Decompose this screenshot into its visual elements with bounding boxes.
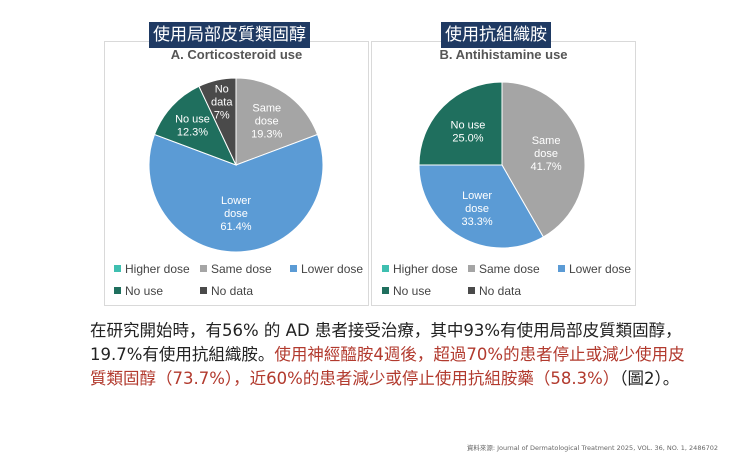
description-paragraph: 在研究開始時，有56% 的 AD 患者接受治療，其中93%有使用局部皮質類固醇，… [90,319,690,391]
description-text: 在研究開始時，有56% 的 AD 患者接受治療，其中93%有使用局部皮質類固醇，… [90,321,682,364]
legend-label: No use [125,284,164,298]
legend-item-no-data: No data [200,284,253,298]
chart-a-title: A. Corticosteroid use [170,47,303,62]
legend-label: Same dose [479,262,540,276]
pie-data-label: Lower dose 61.4% [220,195,251,233]
legend-label: Higher dose [393,262,458,276]
legend-label: No use [393,284,432,298]
legend-item-higher-dose: Higher dose [114,262,190,276]
pie-data-label: No use 25.0% [451,119,486,144]
description-tail: （圖2）。 [619,369,680,388]
legend-swatch [468,287,475,295]
legend-label: Higher dose [125,262,190,276]
legend-item-no-use: No use [114,284,163,298]
legend-swatch [200,265,207,273]
legend-swatch [382,287,389,295]
legend-label: Lower dose [301,262,364,276]
chart-b-title: B. Antihistamine use [439,47,568,62]
description-highlight: 使用神經醯胺4週後，超過70%的患者停止或減少使用皮質類固醇（73.7%），近6… [90,345,685,388]
legend-swatch [200,287,207,295]
legend-swatch [114,265,121,273]
pie-data-label: Lower dose 33.3% [461,190,492,228]
pie-slice-same-dose [235,77,319,166]
pie-slice-no-use [418,81,503,166]
legend-swatch [558,265,565,273]
pie-data-label: No use 12.3% [175,113,210,138]
pie-slice-same-dose [501,81,586,238]
legend-swatch [468,265,475,273]
legend-label: No data [211,284,254,298]
chart-b-chinese-title: 使用抗組織胺 [441,22,551,48]
legend-item-no-data: No data [468,284,521,298]
chart-a-chinese-title: 使用局部皮質類固醇 [149,22,310,48]
legend-swatch [382,265,389,273]
legend-item-lower-dose: Lower dose [290,262,363,276]
legend-item-same-dose: Same dose [200,262,272,276]
legend-item-higher-dose: Higher dose [382,262,458,276]
pie-data-label: Same dose 19.3% [251,103,282,141]
legend-label: Lower dose [569,262,632,276]
legend-item-no-use: No use [382,284,431,298]
pie-slice-lower-dose [148,133,324,253]
legend-swatch [290,265,297,273]
legend-swatch [114,287,121,295]
source-citation: 資料來源: Journal of Dermatological Treatmen… [466,444,718,452]
pie-slice-no-data [198,77,237,166]
legend-label: Same dose [211,262,272,276]
pie-data-label: No data 7% [211,83,233,121]
legend-label: No data [479,284,522,298]
legend-item-same-dose: Same dose [468,262,540,276]
pie-slice-no-use [153,85,237,166]
pie-slice-lower-dose [418,164,545,249]
legend-item-lower-dose: Lower dose [558,262,631,276]
pie-data-label: Same dose 41.7% [531,135,562,173]
